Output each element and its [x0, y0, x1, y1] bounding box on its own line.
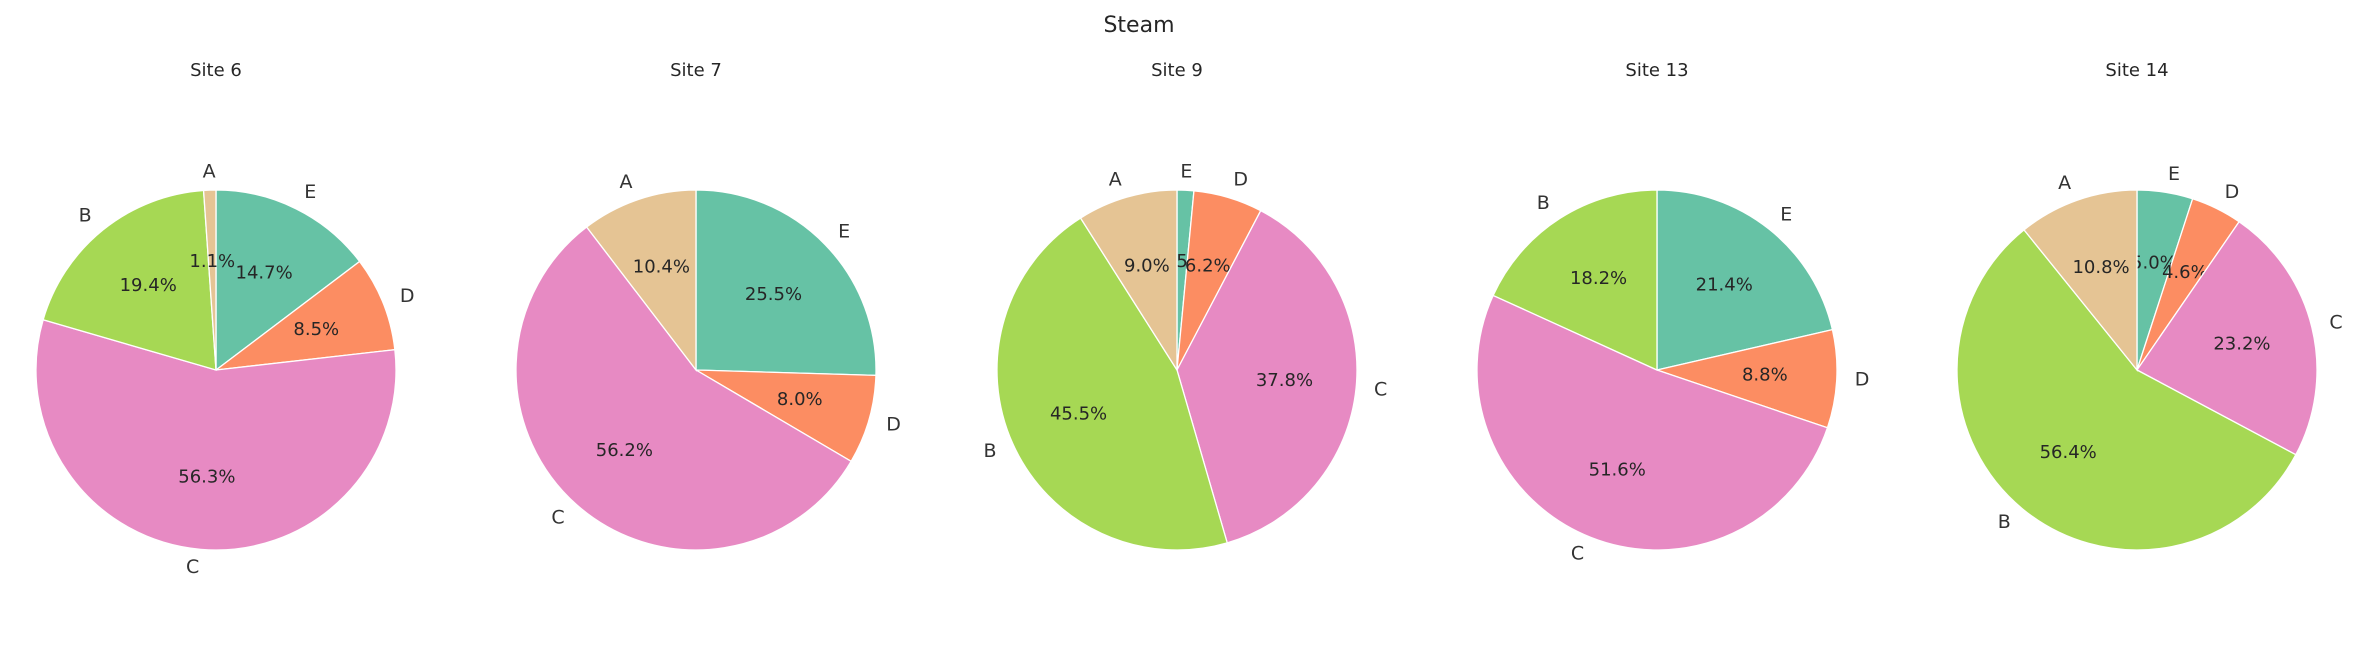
slice-category-label: E — [1780, 204, 1792, 226]
slice-percent-label: 56.3% — [178, 467, 235, 488]
pie-slice — [2023, 189, 2138, 372]
slice-category-label: A — [203, 161, 216, 183]
slice-percent-label: 5.0% — [2131, 252, 2177, 273]
pie-slice — [213, 260, 396, 371]
slice-category-label: B — [79, 204, 92, 226]
slice-category-label: A — [1109, 168, 1122, 190]
slice-percent-label: 10.8% — [2072, 257, 2129, 278]
pie-slice — [1476, 294, 1829, 551]
slice-percent-label: 8.5% — [293, 319, 339, 340]
slice-category-label: B — [1537, 192, 1550, 214]
pie-slice — [1656, 189, 1834, 371]
slice-category-label: C — [2329, 312, 2342, 334]
slice-category-label: D — [1855, 368, 1870, 390]
slice-percent-label: 21.4% — [1696, 275, 1753, 296]
slice-category-label: D — [2225, 181, 2240, 203]
slice-percent-label: 25.5% — [745, 284, 802, 305]
pie-title: Site 14 — [2105, 60, 2168, 81]
slice-category-label: C — [551, 507, 564, 529]
slice-category-label: E — [304, 181, 316, 203]
pie-panel: Site 13 E 21.4% D 8.8% C 51.6% B 18.2% — [1476, 60, 1870, 565]
slice-percent-label: 9.0% — [1124, 255, 1170, 276]
pie-slice — [695, 189, 877, 377]
slice-category-label: B — [983, 440, 996, 462]
slice-percent-label: 10.4% — [633, 257, 690, 278]
slice-percent-label: 8.0% — [777, 389, 823, 410]
slice-percent-label: 37.8% — [1256, 370, 1313, 391]
pie-slice — [1079, 189, 1178, 373]
slice-category-label: C — [1571, 543, 1584, 565]
slice-percent-label: 51.6% — [1589, 459, 1646, 480]
slice-category-label: D — [400, 285, 415, 307]
pie-slice — [35, 318, 397, 551]
slice-percent-label: 14.7% — [236, 262, 293, 283]
slice-percent-label: 23.2% — [2213, 333, 2270, 354]
pie-panel: Site 14 E 5.0% D 4.6% C 23.2% B 56.4% A 10.8% — [1956, 60, 2343, 551]
slice-percent-label: 18.2% — [1570, 268, 1627, 289]
slice-category-label: A — [2058, 172, 2071, 194]
pie-title: Site 13 — [1625, 60, 1688, 81]
slice-category-label: D — [886, 413, 901, 435]
pie-panel: Site 9E1.5%D6.2%C37.8%B45.5%A9.0% — [983, 60, 1387, 551]
slice-category-label: E — [1180, 161, 1192, 183]
pie-slice — [1492, 189, 1658, 372]
pie-slice — [202, 189, 217, 371]
slice-percent-label: 4.6% — [2162, 262, 2208, 283]
slice-category-label: B — [1998, 511, 2011, 533]
pie-slice — [215, 189, 361, 372]
pie-slice — [996, 217, 1229, 551]
slice-category-label: C — [1374, 378, 1387, 400]
slice-percent-label: 6.2% — [1185, 255, 1231, 276]
slice-category-label: A — [620, 171, 633, 193]
pie-slice — [695, 369, 877, 463]
pie-slice — [1654, 328, 1838, 429]
pie-title: Site 7 — [670, 60, 722, 81]
pie-slice — [2136, 220, 2318, 456]
pie-panel: Site 7 E 25.5% D 8.0% C 56.2% A 10.4% — [515, 60, 901, 551]
pie-title: Site 9 — [1151, 60, 1203, 81]
slice-category-label: C — [186, 556, 199, 578]
pie-panel: Site 6 E 14.7% D 8.5% C 56.3% B 19.4% A 1.1% — [35, 60, 415, 578]
slice-percent-label: 1.1% — [189, 251, 235, 272]
pie-slice — [515, 226, 853, 551]
slice-percent-label: 45.5% — [1050, 403, 1107, 424]
slice-percent-label: 19.4% — [120, 275, 177, 296]
pie-slice — [1956, 228, 2297, 551]
pie-slice — [585, 189, 697, 372]
slice-category-label: D — [1233, 169, 1248, 191]
pie-panels: Site 6 E 14.7% D 8.5% C 56.3% B 19.4% A 1.1% Site 7… — [35, 60, 2343, 578]
pie-slice — [1176, 209, 1358, 544]
slice-percent-label: 56.4% — [2040, 442, 2097, 463]
slice-category-label: E — [838, 221, 850, 243]
slice-percent-label: 56.2% — [596, 440, 653, 461]
slice-percent-label: 8.8% — [1742, 364, 1788, 385]
pie-title: Site 6 — [190, 60, 242, 81]
pie-slice — [42, 189, 217, 371]
slice-category-label: E — [2168, 163, 2180, 185]
figure-title: Steam — [1103, 13, 1174, 38]
